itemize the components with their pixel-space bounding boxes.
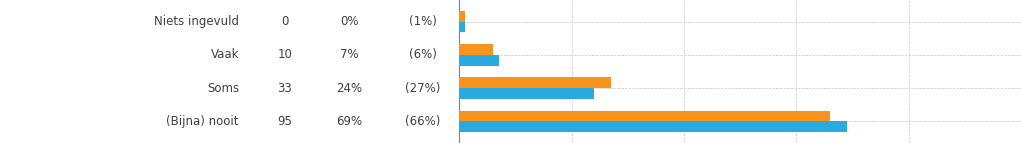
Text: 7%: 7% [340,48,358,61]
Text: (6%): (6%) [408,48,437,61]
Text: 24%: 24% [336,82,362,95]
Text: Soms: Soms [207,82,239,95]
Bar [459,11,465,22]
Text: 0: 0 [281,15,289,28]
Text: (Bijna) nooit: (Bijna) nooit [166,115,239,128]
Bar [459,44,493,55]
Text: 0%: 0% [340,15,358,28]
Bar [459,55,498,65]
Text: Niets ingevuld: Niets ingevuld [154,15,239,28]
Text: 69%: 69% [336,115,362,128]
Bar [459,111,830,121]
Bar [459,22,465,32]
Text: 33: 33 [278,82,292,95]
Text: Vaak: Vaak [210,48,239,61]
Bar [459,88,594,99]
Text: 95: 95 [278,115,292,128]
Text: (27%): (27%) [405,82,440,95]
Text: 10: 10 [278,48,292,61]
Bar [459,121,846,132]
Text: (1%): (1%) [408,15,437,28]
Bar [459,78,611,88]
Text: (66%): (66%) [405,115,440,128]
